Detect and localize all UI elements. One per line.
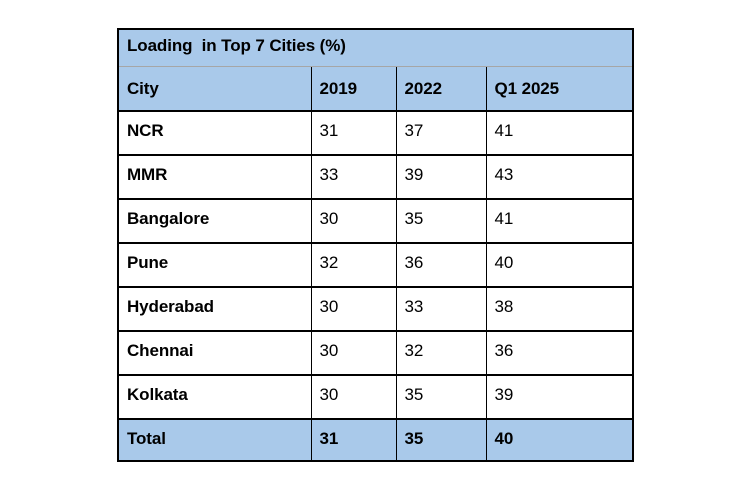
cell-2019: 33 <box>310 155 396 200</box>
column-header-2022: 2022 <box>395 66 486 112</box>
table-row-mmr: MMR 33 39 43 <box>118 155 634 200</box>
cell-2019: 30 <box>310 375 396 420</box>
cell-2019: 30 <box>310 199 396 244</box>
cell-q1-2025: 41 <box>485 111 634 156</box>
table-row-pune: Pune 32 36 40 <box>118 243 634 288</box>
cell-city: Pune <box>118 243 311 288</box>
column-header-q1-2025: Q1 2025 <box>485 66 634 112</box>
table-row-bangalore: Bangalore 30 35 41 <box>118 199 634 244</box>
table-row-hyderabad: Hyderabad 30 33 38 <box>118 287 634 332</box>
table-row-ncr: NCR 31 37 41 <box>118 111 634 156</box>
cell-2022: 32 <box>395 331 486 376</box>
cell-2022: 33 <box>395 287 486 332</box>
cell-total-2022: 35 <box>395 419 486 462</box>
column-header-2019: 2019 <box>310 66 396 112</box>
cell-2019: 32 <box>310 243 396 288</box>
cell-q1-2025: 36 <box>485 331 634 376</box>
cell-q1-2025: 41 <box>485 199 634 244</box>
cell-2019: 31 <box>310 111 396 156</box>
cell-q1-2025: 38 <box>485 287 634 332</box>
cell-city: Chennai <box>118 331 311 376</box>
table-row-kolkata: Kolkata 30 35 39 <box>118 375 634 420</box>
table-title: Loading in Top 7 Cities (%) <box>118 29 634 67</box>
table-row-total: Total 31 35 40 <box>118 419 634 462</box>
cell-2019: 30 <box>310 287 396 332</box>
cell-2022: 36 <box>395 243 486 288</box>
cell-total-2019: 31 <box>310 419 396 462</box>
cell-q1-2025: 43 <box>485 155 634 200</box>
cell-q1-2025: 40 <box>485 243 634 288</box>
table-row-chennai: Chennai 30 32 36 <box>118 331 634 376</box>
cell-city: Hyderabad <box>118 287 311 332</box>
cell-city: NCR <box>118 111 311 156</box>
cell-q1-2025: 39 <box>485 375 634 420</box>
header-row: City 2019 2022 Q1 2025 <box>118 66 634 112</box>
cell-2022: 39 <box>395 155 486 200</box>
cell-total-label: Total <box>118 419 311 462</box>
cell-city: MMR <box>118 155 311 200</box>
cell-2022: 35 <box>395 199 486 244</box>
cell-2022: 37 <box>395 111 486 156</box>
column-header-city: City <box>118 66 311 112</box>
cell-city: Bangalore <box>118 199 311 244</box>
loading-table: Loading in Top 7 Cities (%) City 2019 20… <box>117 28 635 462</box>
cell-2019: 30 <box>310 331 396 376</box>
cell-total-q1-2025: 40 <box>485 419 634 462</box>
title-row: Loading in Top 7 Cities (%) <box>118 29 634 67</box>
cell-2022: 35 <box>395 375 486 420</box>
loading-table-container: Loading in Top 7 Cities (%) City 2019 20… <box>117 28 635 462</box>
cell-city: Kolkata <box>118 375 311 420</box>
